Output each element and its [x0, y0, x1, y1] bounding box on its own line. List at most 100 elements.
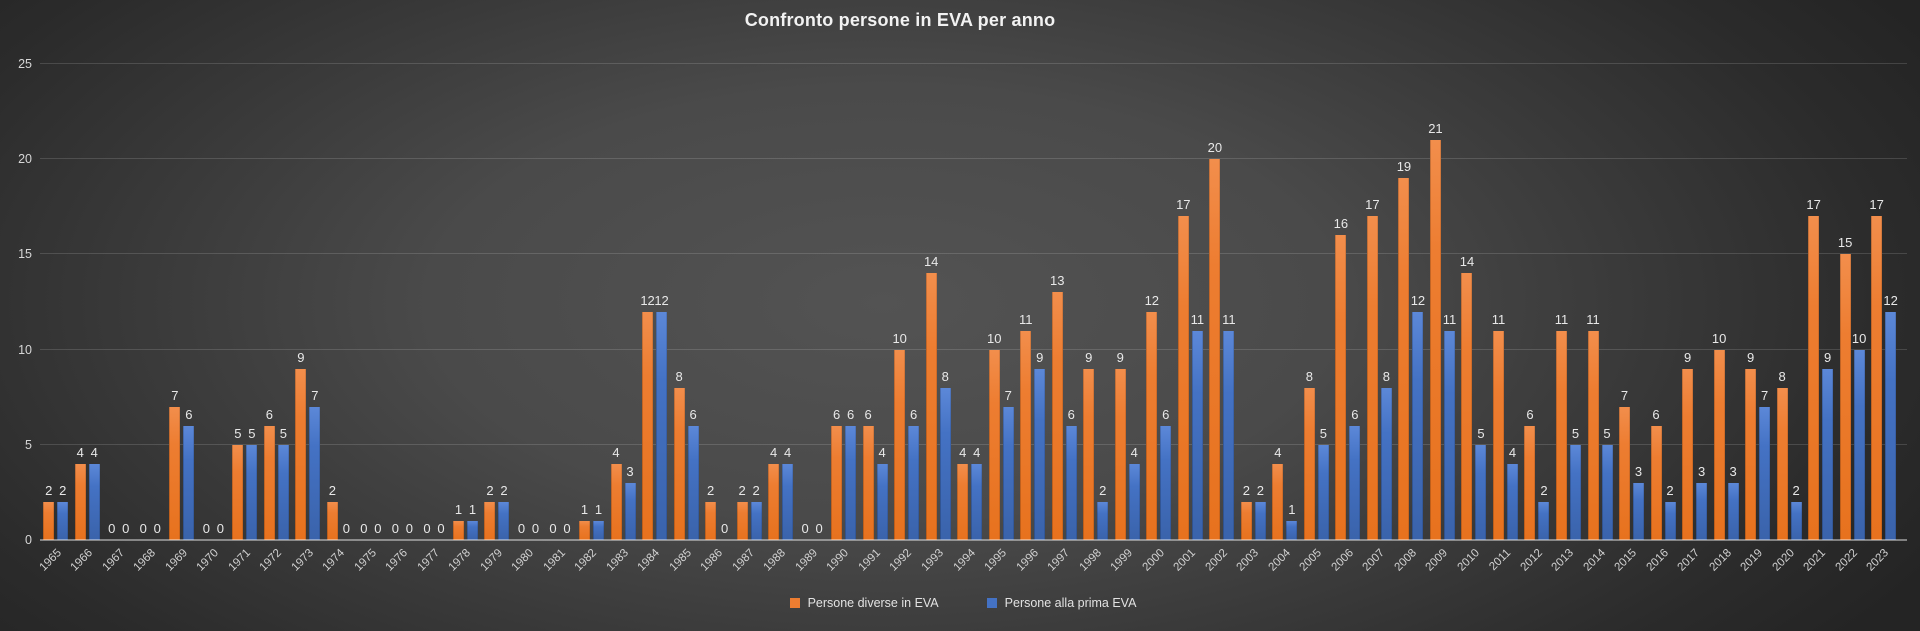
- bar-prima-2005: [1317, 444, 1329, 540]
- data-label-prima-1970: 0: [216, 521, 224, 536]
- data-label-prima-2012: 2: [1540, 482, 1548, 498]
- x-axis-label-2020: 2020: [1770, 547, 1797, 574]
- year-group-1966: 4 4 1966: [69, 64, 104, 574]
- year-group-1981: 0 0 1981: [541, 64, 576, 574]
- bar-slot-1982-s0: 1: [579, 64, 591, 540]
- year-group-2021: 17 9 2021: [1802, 64, 1837, 574]
- data-label-prima-2004: 1: [1288, 501, 1296, 517]
- bar-slot-2016-s1: 2: [1664, 64, 1676, 540]
- bar-diverse-2019: [1745, 368, 1757, 540]
- bar-slot-1990-s0: 6: [831, 64, 843, 540]
- bar-prima-1998: [1097, 501, 1109, 540]
- data-label-diverse-2023: 17: [1869, 197, 1884, 213]
- x-axis-label-1999: 1999: [1108, 547, 1136, 574]
- y-axis-tick-15: 15: [18, 247, 32, 262]
- bar-diverse-2014: [1587, 330, 1599, 540]
- data-label-diverse-1971: 5: [234, 425, 242, 441]
- bar-slot-1983-s0: 4: [610, 64, 622, 540]
- data-label-prima-2007: 8: [1382, 368, 1391, 384]
- bar-prima-1973: [309, 406, 321, 540]
- x-axis-label-2014: 2014: [1581, 547, 1608, 574]
- bar-diverse-1984: [642, 311, 654, 540]
- bar-slot-1992-s0: 10: [892, 64, 907, 540]
- bar-slot-2003-s0: 2: [1240, 64, 1252, 540]
- bar-slot-1968-s0: 0: [138, 64, 149, 540]
- plot-area: 2 2 1965 4 4 1966 0 0 1967 0 0 1968 7 6 1969 0 0 1970 5 5 19…: [37, 63, 1907, 574]
- legend-item-persone-diverse: Persone diverse in EVA: [789, 596, 939, 610]
- bar-diverse-2011: [1492, 330, 1504, 540]
- data-label-diverse-1987: 2: [738, 482, 746, 498]
- bar-slot-2008-s0: 19: [1397, 64, 1411, 540]
- data-label-prima-1982: 1: [594, 501, 603, 517]
- bar-prima-1965: [57, 501, 69, 540]
- year-group-1975: 0 0 1975: [352, 64, 387, 574]
- x-axis-label-2010: 2010: [1455, 547, 1482, 574]
- data-label-diverse-1975: 0: [360, 521, 368, 536]
- data-label-prima-1991: 4: [878, 444, 886, 460]
- x-axis-label-1976: 1976: [383, 547, 411, 574]
- data-label-diverse-1973: 9: [297, 349, 305, 365]
- year-group-1974: 2 0 1974: [321, 64, 356, 573]
- bar-diverse-2010: [1461, 273, 1473, 540]
- bar-prima-2017: [1696, 482, 1708, 540]
- data-label-diverse-1994: 4: [959, 444, 967, 460]
- bar-prima-1966: [88, 463, 100, 540]
- bar-slot-1991-s1: 4: [876, 64, 888, 540]
- bar-slot-1975-s0: 0: [358, 64, 369, 540]
- bar-prima-1984: [656, 311, 668, 540]
- x-axis-label-2018: 2018: [1707, 547, 1734, 574]
- data-label-prima-1995: 7: [1004, 387, 1012, 403]
- bar-diverse-1983: [610, 463, 622, 540]
- x-axis-label-2008: 2008: [1392, 547, 1419, 574]
- data-label-diverse-2004: 4: [1274, 444, 1282, 460]
- data-label-diverse-2002: 20: [1207, 140, 1223, 156]
- bar-groups: 2 2 1965 4 4 1966 0 0 1967 0 0 1968 7 6 1969 0 0 1970 5 5 19…: [37, 64, 1899, 574]
- x-axis-label-2001: 2001: [1171, 547, 1199, 574]
- year-group-1978: 1 1 1978: [447, 64, 482, 574]
- data-label-prima-2021: 9: [1824, 349, 1832, 365]
- y-axis-tick-20: 20: [18, 152, 32, 167]
- bar-diverse-2017: [1682, 368, 1694, 540]
- x-axis-label-2016: 2016: [1644, 547, 1671, 574]
- bar-prima-2002: [1223, 330, 1235, 540]
- bar-slot-1969-s0: 7: [169, 64, 181, 540]
- x-axis-label-1977: 1977: [415, 547, 442, 574]
- x-axis-label-2004: 2004: [1266, 547, 1293, 574]
- bar-slot-2002-s0: 20: [1207, 64, 1223, 540]
- bar-prima-1999: [1128, 463, 1140, 540]
- bar-slot-1967-s1: 0: [120, 64, 131, 540]
- data-label-diverse-1997: 13: [1050, 273, 1065, 289]
- bar-slot-1971-s1: 5: [246, 64, 258, 540]
- year-group-1967: 0 0 1967: [100, 64, 135, 574]
- year-group-1990: 6 6 1990: [825, 64, 860, 574]
- bar-slot-1996-s0: 11: [1019, 64, 1032, 540]
- data-label-prima-1985: 6: [689, 406, 697, 422]
- data-label-prima-1979: 2: [500, 482, 508, 498]
- bar-diverse-1999: [1114, 368, 1126, 540]
- bar-slot-1970-s1: 0: [215, 64, 226, 540]
- bar-slot-1988-s0: 4: [768, 64, 780, 540]
- y-axis-tick-10: 10: [18, 342, 32, 357]
- data-label-prima-1976: 0: [405, 521, 414, 536]
- data-label-prima-2022: 10: [1851, 330, 1867, 346]
- bar-prima-2011: [1506, 463, 1518, 540]
- data-label-diverse-1977: 0: [423, 521, 431, 536]
- year-group-1985: 8 6 1985: [667, 64, 702, 574]
- data-label-diverse-1980: 0: [517, 521, 526, 536]
- data-label-diverse-1989: 0: [801, 521, 809, 536]
- data-label-prima-1968: 0: [153, 521, 161, 536]
- data-label-prima-1967: 0: [122, 521, 130, 536]
- bar-slot-2013-s1: 5: [1570, 64, 1581, 540]
- bar-slot-1983-s1: 3: [624, 64, 636, 540]
- bar-prima-1996: [1034, 368, 1046, 540]
- x-axis-label-2019: 2019: [1738, 547, 1766, 574]
- bar-prima-1972: [277, 444, 289, 540]
- year-group-1992: 10 6 1992: [888, 64, 923, 574]
- x-axis-label-2012: 2012: [1518, 547, 1545, 574]
- bar-diverse-1974: [326, 501, 338, 540]
- bar-slot-2015-s1: 3: [1633, 64, 1645, 540]
- bar-prima-2014: [1601, 444, 1613, 540]
- bar-diverse-1994: [957, 463, 969, 540]
- year-group-1988: 4 4 1988: [762, 64, 797, 574]
- bar-prima-2020: [1790, 501, 1802, 540]
